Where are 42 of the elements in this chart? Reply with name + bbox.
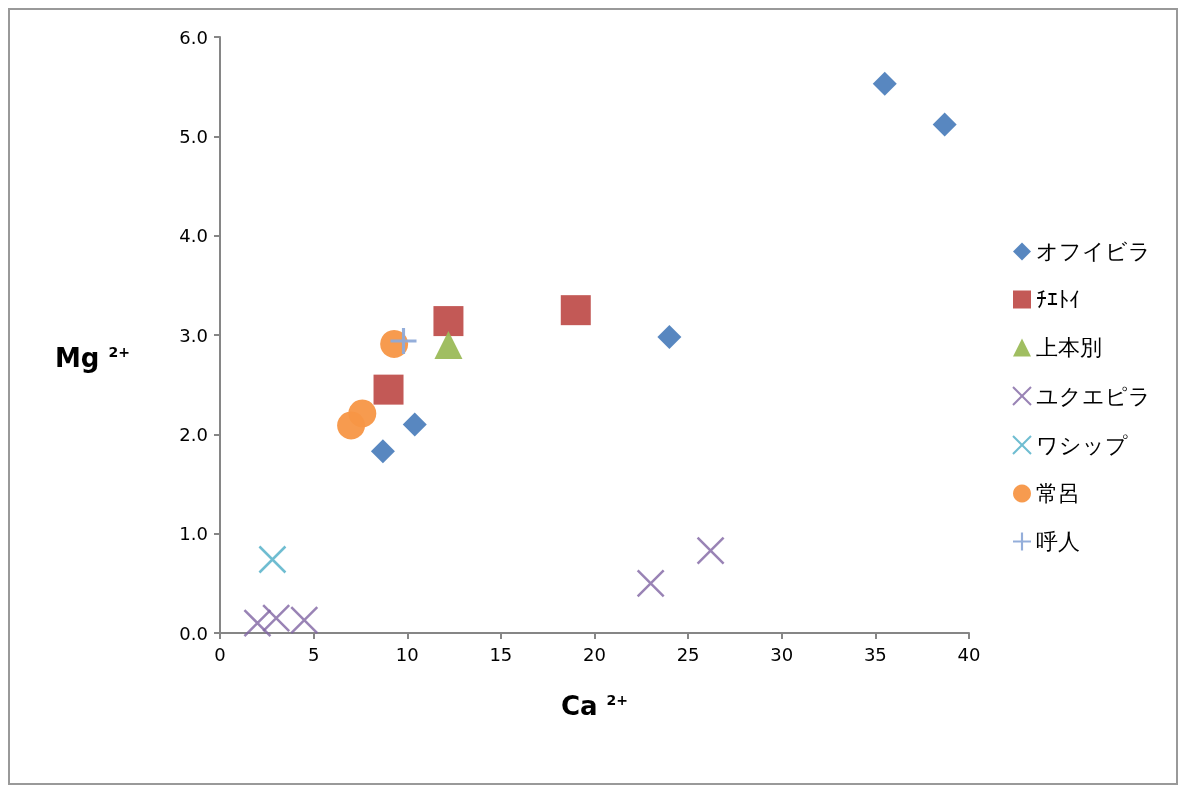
point [261,603,291,633]
x-tick-label: 40 [957,643,981,665]
legend-label: ワシップ [1036,432,1128,458]
legend-label: 上本別 [1036,335,1102,360]
point [636,569,665,598]
point [290,605,319,635]
legend-label: ﾁｴﾄｲ [1036,287,1080,312]
point [390,327,417,354]
x-tick-label: 20 [583,643,606,665]
y-tick-label: 3.0 [179,324,208,346]
point [932,112,957,137]
point [258,545,287,574]
y-tick-label: 0.0 [179,622,208,644]
x-tick-label: 15 [489,643,513,665]
point [337,411,366,440]
point [657,324,682,349]
y-tick-label: 4.0 [179,225,208,247]
y-axis-title: Mg 2+ [55,343,131,373]
y-tick-label: 2.0 [179,423,208,445]
point [373,374,404,405]
point [434,330,463,359]
x-tick-label: 30 [770,643,794,665]
legend-label: オフイビラ [1036,239,1151,264]
x-tick-label: 35 [863,643,887,665]
x-tick-label: 5 [307,643,320,665]
x-tick-label: 25 [676,643,700,665]
y-tick-label: 5.0 [179,125,208,147]
x-tick-label: 10 [395,643,419,665]
point [402,412,427,437]
point [696,536,725,565]
point [872,71,897,96]
point [370,439,395,464]
y-tick-label: 1.0 [179,523,208,545]
y-tick-label: 6.0 [179,26,208,48]
legend-label: ユクエピラ [1036,383,1151,409]
legend-label: 呼人 [1036,529,1080,554]
legend-label: 常呂 [1036,481,1080,506]
point [433,306,464,337]
point [243,608,272,638]
x-tick-label: 0 [214,643,226,665]
x-axis-title: Ca 2+ [560,691,629,721]
point [560,295,591,326]
